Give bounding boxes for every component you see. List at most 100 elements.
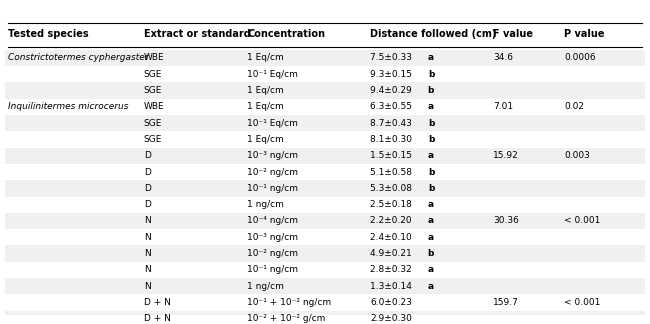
Text: 2.8±0.32: 2.8±0.32	[370, 265, 415, 274]
Text: b: b	[428, 86, 434, 95]
Text: Tested species: Tested species	[8, 29, 88, 39]
Text: 5.3±0.08: 5.3±0.08	[370, 184, 415, 193]
Text: WBE: WBE	[144, 102, 164, 111]
Text: SGE: SGE	[144, 70, 162, 79]
Text: 1 Eq/cm: 1 Eq/cm	[248, 86, 284, 95]
Text: 1 Eq/cm: 1 Eq/cm	[248, 53, 284, 62]
Text: 10⁻¹ ng/cm: 10⁻¹ ng/cm	[248, 265, 298, 274]
FancyBboxPatch shape	[5, 229, 645, 246]
Text: D: D	[144, 151, 151, 160]
FancyBboxPatch shape	[5, 66, 645, 82]
Text: 8.7±0.43: 8.7±0.43	[370, 119, 415, 128]
Text: N: N	[144, 265, 151, 274]
Text: D + N: D + N	[144, 314, 171, 323]
Text: F value: F value	[493, 29, 533, 39]
Text: WBE: WBE	[144, 53, 164, 62]
Text: < 0.001: < 0.001	[564, 298, 601, 307]
Text: a: a	[428, 151, 434, 160]
Text: b: b	[428, 70, 434, 79]
Text: D: D	[144, 200, 151, 209]
Text: 0.0006: 0.0006	[564, 53, 596, 62]
Text: 10⁻² + 10⁻² g/cm: 10⁻² + 10⁻² g/cm	[248, 314, 326, 323]
Text: 8.1±0.30: 8.1±0.30	[370, 135, 415, 144]
Text: 159.7: 159.7	[493, 298, 519, 307]
Text: 1 ng/cm: 1 ng/cm	[248, 282, 284, 291]
Text: N: N	[144, 282, 151, 291]
FancyBboxPatch shape	[5, 197, 645, 213]
Text: b: b	[428, 249, 434, 258]
Text: SGE: SGE	[144, 135, 162, 144]
FancyBboxPatch shape	[5, 278, 645, 295]
Text: 10⁻¹ Eq/cm: 10⁻¹ Eq/cm	[248, 119, 298, 128]
Text: Concentration: Concentration	[248, 29, 326, 39]
Text: a: a	[428, 200, 434, 209]
Text: 10⁻³ ng/cm: 10⁻³ ng/cm	[248, 151, 298, 160]
Text: 1.3±0.14: 1.3±0.14	[370, 282, 415, 291]
Text: 6.3±0.55: 6.3±0.55	[370, 102, 415, 111]
Text: N: N	[144, 233, 151, 242]
Text: a: a	[428, 233, 434, 242]
Text: 2.9±0.30: 2.9±0.30	[370, 314, 412, 323]
Text: 15.92: 15.92	[493, 151, 519, 160]
FancyBboxPatch shape	[5, 246, 645, 262]
Text: 10⁻² ng/cm: 10⁻² ng/cm	[248, 249, 298, 258]
Text: a: a	[428, 265, 434, 274]
Text: 7.5±0.33: 7.5±0.33	[370, 53, 415, 62]
Text: 1.5±0.15: 1.5±0.15	[370, 151, 415, 160]
FancyBboxPatch shape	[5, 98, 645, 115]
Text: Inquilinitermes microcerus: Inquilinitermes microcerus	[8, 102, 128, 111]
Text: a: a	[428, 216, 434, 226]
Text: 0.02: 0.02	[564, 102, 584, 111]
Text: 10⁻⁴ ng/cm: 10⁻⁴ ng/cm	[248, 216, 298, 226]
Text: D: D	[144, 168, 151, 177]
FancyBboxPatch shape	[5, 115, 645, 131]
FancyBboxPatch shape	[5, 213, 645, 229]
Text: 9.3±0.15: 9.3±0.15	[370, 70, 415, 79]
FancyBboxPatch shape	[5, 180, 645, 197]
FancyBboxPatch shape	[5, 82, 645, 98]
FancyBboxPatch shape	[5, 311, 645, 324]
Text: 5.1±0.58: 5.1±0.58	[370, 168, 415, 177]
Text: 9.4±0.29: 9.4±0.29	[370, 86, 415, 95]
Text: D: D	[144, 184, 151, 193]
Text: N: N	[144, 249, 151, 258]
Text: 1 Eq/cm: 1 Eq/cm	[248, 102, 284, 111]
FancyBboxPatch shape	[5, 262, 645, 278]
FancyBboxPatch shape	[5, 295, 645, 311]
FancyBboxPatch shape	[5, 131, 645, 148]
Text: 10⁻¹ Eq/cm: 10⁻¹ Eq/cm	[248, 70, 298, 79]
Text: 0.003: 0.003	[564, 151, 590, 160]
Text: 10⁻² ng/cm: 10⁻² ng/cm	[248, 168, 298, 177]
Text: Extract or standard: Extract or standard	[144, 29, 250, 39]
Text: D + N: D + N	[144, 298, 171, 307]
Text: SGE: SGE	[144, 119, 162, 128]
Text: 7.01: 7.01	[493, 102, 514, 111]
Text: 4.9±0.21: 4.9±0.21	[370, 249, 415, 258]
Text: 30.36: 30.36	[493, 216, 519, 226]
Text: b: b	[428, 168, 434, 177]
Text: b: b	[428, 135, 434, 144]
Text: 10⁻¹ + 10⁻² ng/cm: 10⁻¹ + 10⁻² ng/cm	[248, 298, 332, 307]
FancyBboxPatch shape	[5, 148, 645, 164]
Text: a: a	[428, 53, 434, 62]
Text: a: a	[428, 282, 434, 291]
FancyBboxPatch shape	[5, 50, 645, 66]
FancyBboxPatch shape	[5, 164, 645, 180]
Text: 2.2±0.20: 2.2±0.20	[370, 216, 415, 226]
Text: Distance followed (cm): Distance followed (cm)	[370, 29, 497, 39]
Text: SGE: SGE	[144, 86, 162, 95]
Text: 34.6: 34.6	[493, 53, 514, 62]
Text: a: a	[428, 102, 434, 111]
Text: N: N	[144, 216, 151, 226]
Text: b: b	[428, 119, 434, 128]
Text: 1 ng/cm: 1 ng/cm	[248, 200, 284, 209]
Text: b: b	[428, 184, 434, 193]
Text: 2.4±0.10: 2.4±0.10	[370, 233, 415, 242]
Text: 2.5±0.18: 2.5±0.18	[370, 200, 415, 209]
Text: 10⁻³ ng/cm: 10⁻³ ng/cm	[248, 233, 298, 242]
Text: < 0.001: < 0.001	[564, 216, 601, 226]
Text: Constrictotermes cyphergaster: Constrictotermes cyphergaster	[8, 53, 148, 62]
Text: P value: P value	[564, 29, 605, 39]
Text: 10⁻¹ ng/cm: 10⁻¹ ng/cm	[248, 184, 298, 193]
Text: 6.0±0.23: 6.0±0.23	[370, 298, 412, 307]
